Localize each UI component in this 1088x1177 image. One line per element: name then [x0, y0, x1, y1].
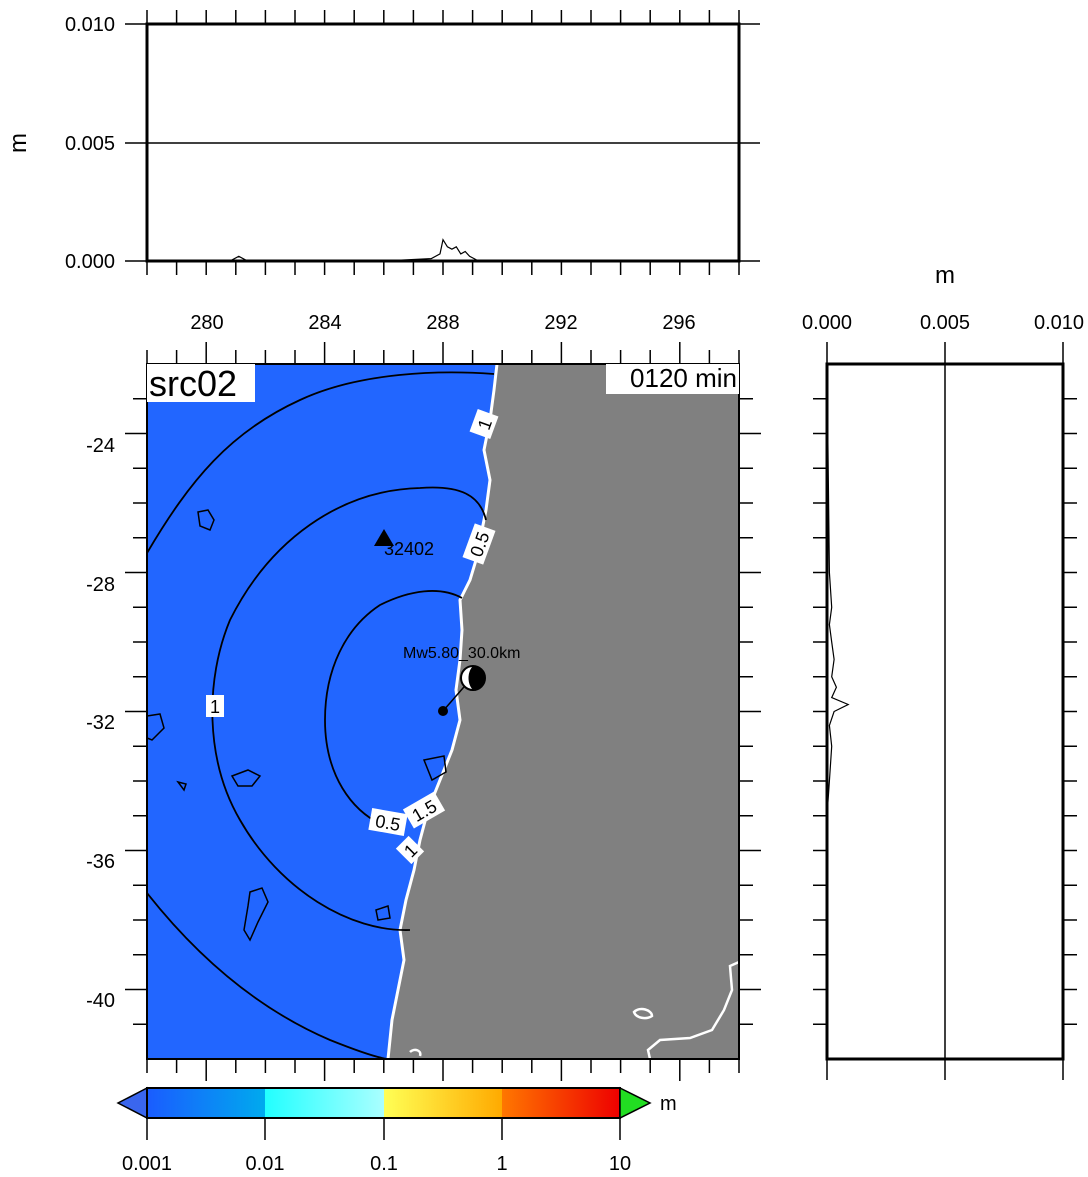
- contour-label: 0.5: [368, 808, 408, 836]
- contour-outer: [147, 371, 495, 554]
- colorbar-segment: [502, 1088, 620, 1118]
- svg-text:1: 1: [210, 697, 220, 717]
- map-ytick-2: -32: [86, 712, 115, 734]
- colorbar-ticks: [146, 1118, 621, 1140]
- map-x-tick-labels: 280 284 288 292 296: [190, 312, 695, 334]
- side-profile-ticks: [826, 342, 1064, 1080]
- station-label: 32402: [384, 539, 434, 559]
- colorbar-unit: m: [660, 1093, 677, 1115]
- map-xtick-4: 296: [662, 312, 695, 334]
- time-label-box: [606, 364, 739, 394]
- map-ytick-0: -24: [86, 435, 115, 457]
- map-ytick-4: -40: [86, 990, 115, 1012]
- top-profile-ylabel: m: [5, 133, 32, 153]
- colorbar-label-3: 1: [496, 1153, 507, 1175]
- side-profile-line: [826, 363, 850, 1059]
- map-xtick-3: 292: [544, 312, 577, 334]
- side-profile-y-ticks: [813, 398, 1077, 1025]
- contour-label: 1.5: [402, 791, 446, 829]
- contour-inner: [324, 590, 463, 831]
- colorbar-label-0: 0.001: [122, 1153, 172, 1175]
- colorbar-segment: [265, 1088, 384, 1118]
- top-profile-panel: m 0.010 0.005 0.000: [5, 10, 760, 275]
- map-xtick-1: 284: [308, 312, 341, 334]
- small-islands: [147, 509, 447, 942]
- contour-label: 1: [469, 408, 499, 440]
- map-xtick-0: 280: [190, 312, 223, 334]
- side-profile-xtick-2: 0.010: [1034, 312, 1084, 334]
- map-panel: 1 0.5 1 0.5 1.5 1 32402 Mw5.80_30.0km: [86, 342, 761, 1081]
- side-profile-xtick-0: 0.000: [802, 312, 852, 334]
- map-ytick-1: -28: [86, 574, 115, 596]
- top-profile-ytick-0: 0.010: [65, 14, 115, 36]
- run-label: src02: [149, 363, 237, 404]
- map-xtick-2: 288: [426, 312, 459, 334]
- contour-mid: [211, 486, 487, 931]
- event-label: Mw5.80_30.0km: [403, 645, 520, 662]
- lake-outline: [646, 960, 739, 1059]
- top-profile-line: [147, 238, 739, 262]
- colorbar-high-arrow: [619, 1086, 652, 1120]
- side-profile-xtick-1: 0.005: [920, 312, 970, 334]
- top-profile-x-ticks: [146, 10, 740, 275]
- svg-text:0.5: 0.5: [374, 811, 402, 835]
- epicenter-dot: [438, 706, 448, 716]
- land-area: [388, 364, 739, 1059]
- side-profile-xlabel: m: [935, 262, 955, 289]
- top-profile-ytick-2: 0.000: [65, 251, 115, 273]
- colorbar-label-1: 0.01: [246, 1153, 285, 1175]
- map-ytick-3: -36: [86, 851, 115, 873]
- top-profile-ytick-1: 0.005: [65, 133, 115, 155]
- colorbar-segment: [384, 1088, 502, 1118]
- focal-mechanism-icon: [460, 665, 486, 691]
- colorbar: m 0.001 0.01 0.1 1 10: [116, 1086, 677, 1175]
- run-label-box: [147, 364, 255, 402]
- contour-label: 1: [206, 695, 224, 717]
- island-outline: [632, 1007, 654, 1020]
- colorbar-label-4: 10: [609, 1153, 631, 1175]
- map-ticks: [125, 342, 761, 1081]
- island-outline: [409, 1048, 422, 1057]
- colorbar-segment: [147, 1088, 265, 1118]
- contour-outer: [147, 892, 389, 1059]
- station-marker: [374, 529, 394, 546]
- contour-label: 1: [395, 835, 425, 865]
- side-profile-panel: m 0.000 0.005 0.010: [802, 262, 1084, 1080]
- time-label: 0120 min: [630, 363, 737, 393]
- top-profile-ticks: [125, 23, 760, 262]
- colorbar-label-2: 0.1: [370, 1153, 398, 1175]
- colorbar-low-arrow: [116, 1086, 148, 1120]
